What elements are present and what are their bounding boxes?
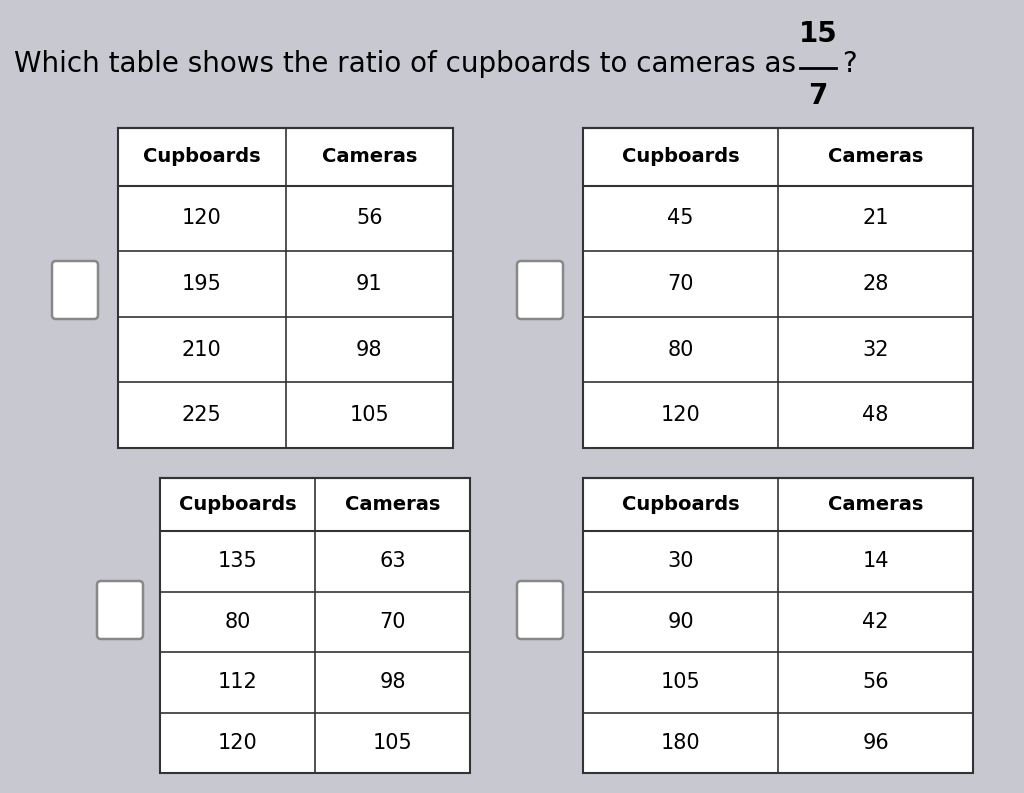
Text: 105: 105 — [660, 672, 700, 692]
Text: 14: 14 — [862, 551, 889, 571]
Text: 45: 45 — [668, 209, 693, 228]
Text: 80: 80 — [224, 612, 251, 632]
Bar — [160, 478, 470, 773]
Text: 120: 120 — [182, 209, 221, 228]
Text: 98: 98 — [356, 339, 383, 359]
Text: 180: 180 — [660, 733, 700, 753]
Text: ?: ? — [842, 50, 857, 78]
Text: Which table shows the ratio of cupboards to cameras as: Which table shows the ratio of cupboards… — [14, 50, 805, 78]
Bar — [583, 128, 973, 448]
Text: Cameras: Cameras — [827, 495, 924, 514]
FancyBboxPatch shape — [517, 581, 563, 639]
Text: 30: 30 — [668, 551, 693, 571]
Text: Cameras: Cameras — [827, 147, 924, 167]
Text: 135: 135 — [218, 551, 257, 571]
FancyBboxPatch shape — [52, 261, 98, 319]
Text: 15: 15 — [799, 20, 838, 48]
Text: 98: 98 — [379, 672, 406, 692]
Bar — [118, 128, 453, 448]
Text: 42: 42 — [862, 612, 889, 632]
Text: 91: 91 — [356, 274, 383, 294]
Text: 112: 112 — [218, 672, 257, 692]
Text: Cameras: Cameras — [322, 147, 417, 167]
Text: 105: 105 — [349, 405, 389, 425]
Text: 96: 96 — [862, 733, 889, 753]
Text: Cameras: Cameras — [345, 495, 440, 514]
Text: Cupboards: Cupboards — [622, 495, 739, 514]
Text: 21: 21 — [862, 209, 889, 228]
Text: Cupboards: Cupboards — [178, 495, 296, 514]
Text: Cupboards: Cupboards — [622, 147, 739, 167]
Text: 210: 210 — [182, 339, 221, 359]
Text: 28: 28 — [862, 274, 889, 294]
Text: 90: 90 — [668, 612, 694, 632]
Text: 195: 195 — [182, 274, 221, 294]
Text: 63: 63 — [379, 551, 406, 571]
Text: 32: 32 — [862, 339, 889, 359]
FancyBboxPatch shape — [517, 261, 563, 319]
Bar — [583, 478, 973, 773]
Text: 7: 7 — [808, 82, 827, 110]
Text: 48: 48 — [862, 405, 889, 425]
Text: 80: 80 — [668, 339, 693, 359]
Text: 56: 56 — [862, 672, 889, 692]
Text: 56: 56 — [356, 209, 383, 228]
Text: 70: 70 — [379, 612, 406, 632]
Text: 120: 120 — [660, 405, 700, 425]
Text: 70: 70 — [668, 274, 693, 294]
FancyBboxPatch shape — [97, 581, 143, 639]
Text: 120: 120 — [218, 733, 257, 753]
Text: Cupboards: Cupboards — [143, 147, 260, 167]
Text: 105: 105 — [373, 733, 413, 753]
Text: 225: 225 — [182, 405, 221, 425]
